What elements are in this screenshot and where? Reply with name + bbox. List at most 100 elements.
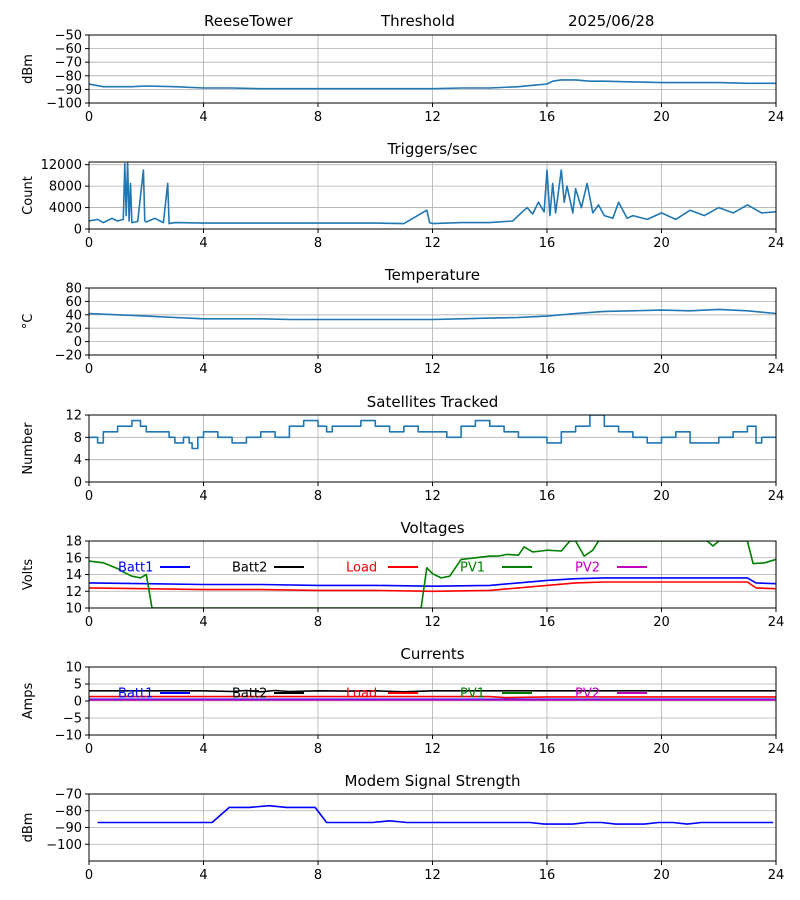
y-tick-label: 4 [74,453,82,468]
series-line-batt1 [89,577,776,587]
legend-entry-batt2: Batt2 [232,687,304,702]
y-axis-label: dBm [21,54,36,84]
series-line-main [89,162,776,225]
y-tick-label: −80 [55,69,82,84]
y-axis-label: Amps [21,682,36,719]
series-line-main [89,415,776,450]
legend-label: Batt1 [118,561,153,576]
x-tick-label: 8 [314,489,322,504]
series-line-main [89,308,776,321]
x-tick-label: 16 [539,236,556,251]
x-tick-label: 0 [85,868,93,883]
chart-title: Voltages [400,519,464,537]
x-tick-label: 0 [85,362,93,377]
x-tick-label: 24 [768,362,785,377]
y-axis-label: °C [21,314,36,330]
x-tick-label: 4 [199,236,207,251]
y-tick-label: 12 [65,585,82,600]
x-tick-label: 20 [653,742,670,757]
x-tick-label: 8 [314,868,322,883]
x-tick-label: 16 [539,110,556,125]
x-tick-label: 8 [314,110,322,125]
x-tick-label: 0 [85,236,93,251]
series-line-pv1 [89,541,776,608]
chart-title: Satellites Tracked [367,393,498,411]
x-tick-label: 20 [653,615,670,630]
legend-entry-pv2: PV2 [575,687,647,702]
legend-entry-batt1: Batt1 [118,687,190,702]
y-tick-label: −90 [55,83,82,98]
y-tick-label: 60 [65,295,82,310]
y-tick-label: 0 [74,695,82,710]
y-tick-label: −60 [55,42,82,57]
x-tick-label: 4 [199,615,207,630]
x-tick-label: 16 [539,489,556,504]
legend-label: PV1 [460,687,485,702]
y-axis-label: dBm [21,813,36,843]
y-tick-label: −100 [46,838,82,853]
x-tick-label: 12 [424,489,441,504]
legend-label: Batt2 [232,687,267,702]
x-tick-label: 24 [768,615,785,630]
y-tick-label: 14 [65,568,82,583]
x-tick-label: 20 [653,236,670,251]
y-tick-label: 0 [74,223,82,238]
legend-entry-batt1: Batt1 [118,561,190,576]
x-tick-label: 4 [199,110,207,125]
x-tick-label: 8 [314,362,322,377]
chart-panel-6: 0 4 8 12 16 20 24 −100 −90 −80−70 dBm Modem Signal … [21,772,784,883]
chart-title: Temperature [384,266,480,284]
y-tick-label: −70 [55,56,82,71]
y-tick-label: 12000 [41,158,82,173]
y-axis-label: Volts [21,559,36,591]
x-tick-label: 16 [539,742,556,757]
y-tick-label: 0 [74,335,82,350]
series-line-load [89,581,776,593]
y-tick-label: 20 [65,322,82,337]
x-tick-label: 16 [539,362,556,377]
x-tick-label: 4 [199,868,207,883]
y-tick-label: −5 [63,712,82,727]
y-tick-label: 40 [65,308,82,323]
y-tick-label: 12 [65,409,82,424]
x-tick-label: 24 [768,489,785,504]
y-tick-label: −50 [55,29,82,44]
x-tick-label: 0 [85,110,93,125]
series-line-main [89,79,776,90]
x-tick-label: 20 [653,362,670,377]
chart-title: Modem Signal Strength [345,772,521,790]
y-tick-label: 16 [65,551,82,566]
x-tick-label: 24 [768,236,785,251]
legend-label: PV2 [575,687,600,702]
legend-entry-pv2: PV2 [575,561,647,576]
y-axis-label: Count [21,176,36,215]
x-tick-label: 0 [85,489,93,504]
y-tick-label: −20 [55,349,82,364]
x-tick-label: 12 [424,868,441,883]
legend-label: Batt1 [118,687,153,702]
legend-label: Load [346,561,377,576]
x-tick-label: 8 [314,742,322,757]
series-line-batt2 [89,689,776,693]
y-tick-label: −70 [55,788,82,803]
x-tick-label: 24 [768,742,785,757]
x-tick-label: 4 [199,742,207,757]
x-tick-label: 8 [314,236,322,251]
legend-label: PV2 [575,561,600,576]
y-tick-label: −90 [55,821,82,836]
legend-label: Batt2 [232,561,267,576]
y-tick-label: 10 [65,661,82,676]
legend-entry-load: Load [346,561,418,576]
chart-panel-0: 0 4 8 12 16 20 24 −100−90−80−70−60−50 dBm [21,29,784,126]
x-tick-label: 24 [768,110,785,125]
chart-panel-1: 0 4 8 12 16 20 24 0 4000 8000 12000 Count Triggers/s… [21,140,784,251]
x-tick-label: 12 [424,362,441,377]
x-tick-label: 24 [768,868,785,883]
station-name: ReeseTower [204,12,293,30]
chart-title: Triggers/sec [387,140,478,158]
y-tick-label: 4000 [49,201,82,216]
x-tick-label: 8 [314,615,322,630]
x-tick-label: 4 [199,362,207,377]
